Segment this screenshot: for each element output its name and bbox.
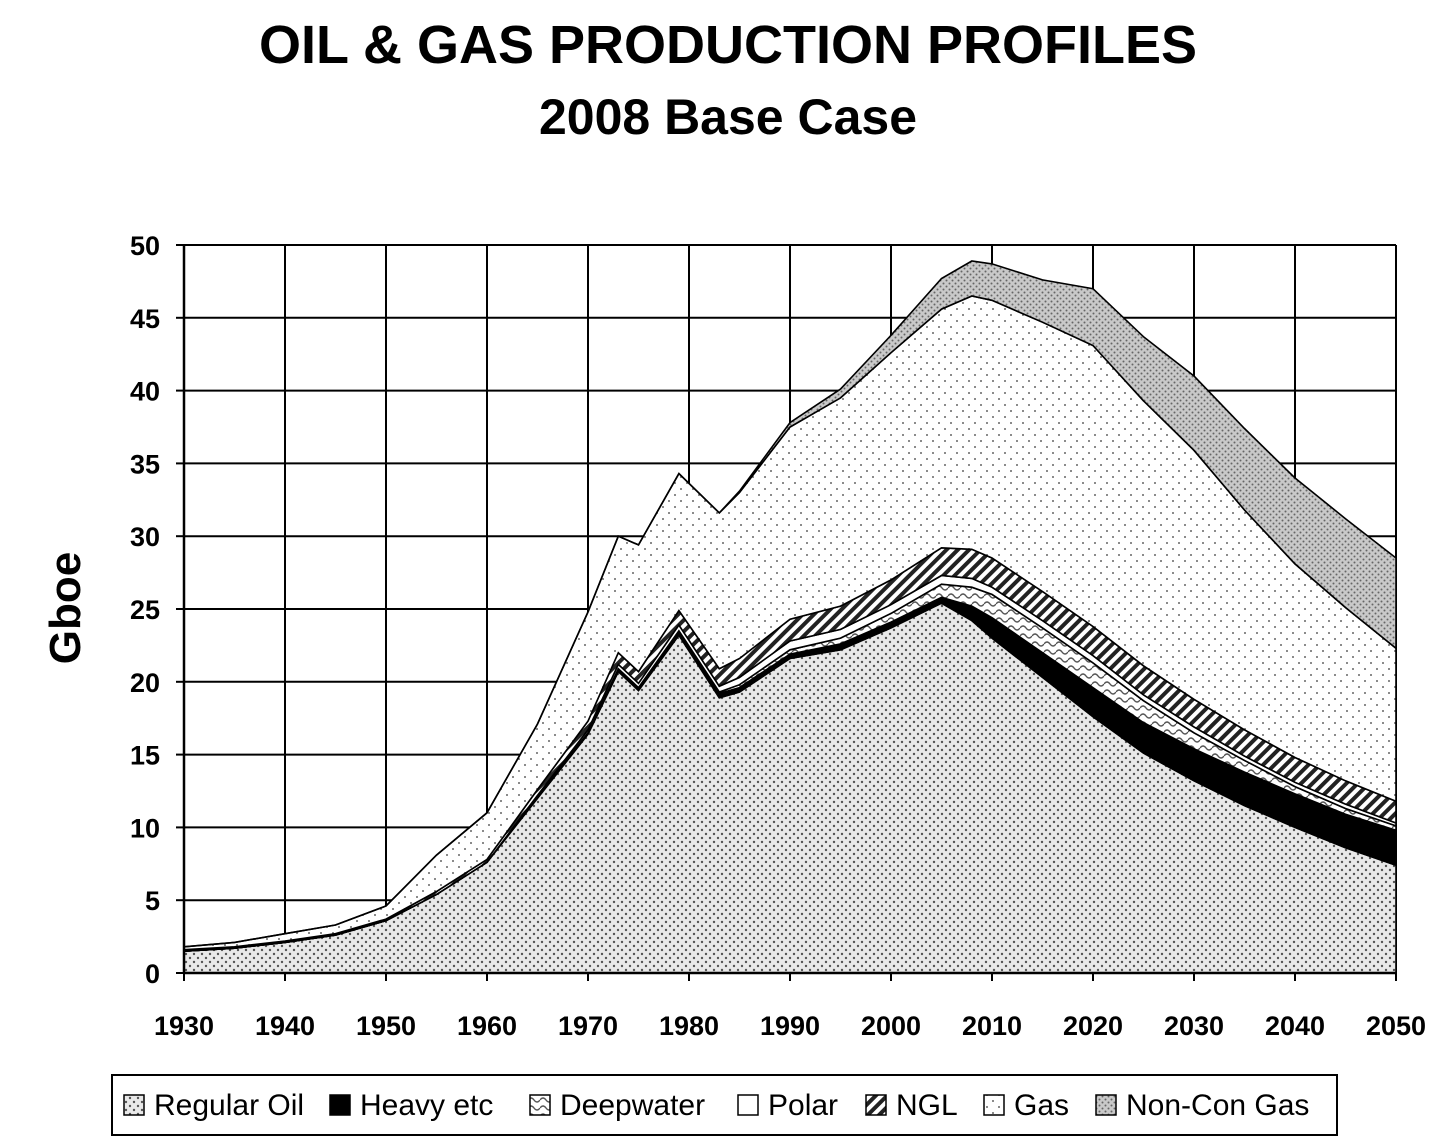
- y-tick-label-5: 5: [145, 886, 160, 916]
- x-tick-label-2030: 2030: [1164, 1011, 1224, 1041]
- x-tick-label-1980: 1980: [659, 1011, 719, 1041]
- area-series-non-con-gas: [183, 260, 1397, 948]
- y-tick-label-0: 0: [145, 959, 160, 989]
- x-tick-label-2000: 2000: [861, 1011, 921, 1041]
- y-tick-label-25: 25: [130, 595, 160, 625]
- axis-layer: 0 5 10 15 20 25 30 35 40 45 50 1930 1940 1950 1960 1970…: [130, 231, 1426, 1041]
- chart-subtitle: 2008 Base Case: [538, 89, 918, 145]
- y-tick-label-50: 50: [130, 231, 160, 261]
- y-tick-label-35: 35: [130, 449, 160, 479]
- x-tick-label-2010: 2010: [962, 1011, 1022, 1041]
- x-tick-label-1990: 1990: [760, 1011, 820, 1041]
- area-layer: [183, 260, 1397, 974]
- y-axis-label: Gboe: [41, 552, 90, 664]
- y-tick-label-15: 15: [130, 741, 160, 771]
- y-tick-label-45: 45: [130, 304, 160, 334]
- x-tick-label-1930: 1930: [154, 1011, 214, 1041]
- y-tick-label-30: 30: [130, 522, 160, 552]
- x-tick-label-2050: 2050: [1366, 1011, 1426, 1041]
- x-tick-label-1970: 1970: [558, 1011, 618, 1041]
- x-tick-label-2020: 2020: [1063, 1011, 1123, 1041]
- x-tick-label-1940: 1940: [255, 1011, 315, 1041]
- y-tick-label-20: 20: [130, 668, 160, 698]
- x-tick-label-1950: 1950: [356, 1011, 416, 1041]
- y-tick-label-40: 40: [130, 377, 160, 407]
- y-tick-label-10: 10: [130, 813, 160, 843]
- x-tick-label-2040: 2040: [1265, 1011, 1325, 1041]
- x-tick-label-1960: 1960: [457, 1011, 517, 1041]
- chart-title: OIL & GAS PRODUCTION PROFILES: [258, 15, 1198, 75]
